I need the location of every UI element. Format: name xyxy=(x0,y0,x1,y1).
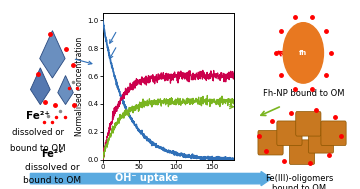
FancyBboxPatch shape xyxy=(277,121,302,146)
FancyBboxPatch shape xyxy=(289,140,315,164)
FancyArrow shape xyxy=(30,172,271,186)
Text: fh: fh xyxy=(299,50,307,56)
FancyBboxPatch shape xyxy=(321,121,346,146)
Polygon shape xyxy=(58,76,73,105)
Text: bound to OM: bound to OM xyxy=(10,144,66,153)
Text: Fe²⁺: Fe²⁺ xyxy=(26,111,50,121)
Text: dissolved or: dissolved or xyxy=(25,163,80,172)
Y-axis label: Normalised concentration: Normalised concentration xyxy=(75,37,84,136)
Circle shape xyxy=(283,23,324,83)
Polygon shape xyxy=(31,68,50,105)
Text: bound to OM: bound to OM xyxy=(23,176,81,185)
FancyBboxPatch shape xyxy=(296,112,321,136)
Text: dissolved or: dissolved or xyxy=(12,128,64,137)
FancyBboxPatch shape xyxy=(308,129,333,153)
Text: OH⁻ uptake: OH⁻ uptake xyxy=(116,173,179,183)
Text: Fe²⁺: Fe²⁺ xyxy=(41,149,63,159)
Polygon shape xyxy=(40,31,65,78)
FancyBboxPatch shape xyxy=(258,130,283,155)
Text: Fe(III)-oligomers
bound to OM: Fe(III)-oligomers bound to OM xyxy=(265,174,334,189)
X-axis label: Time (min): Time (min) xyxy=(145,173,191,182)
Text: Fh-NP bound to OM: Fh-NP bound to OM xyxy=(262,89,344,98)
